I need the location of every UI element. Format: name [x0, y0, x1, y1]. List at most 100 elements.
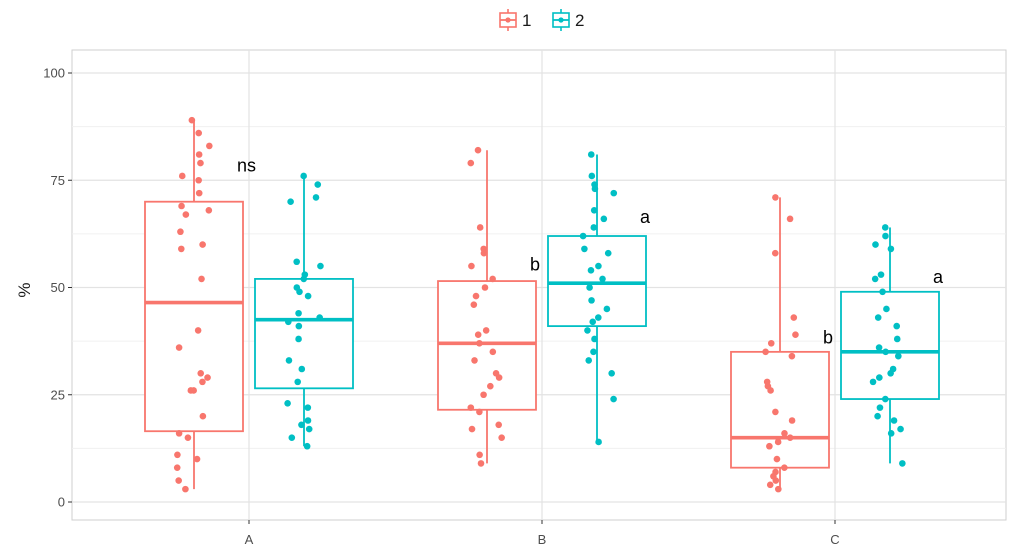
data-point [312, 194, 320, 201]
y-axis: 0 25 50 75 100 [43, 66, 72, 510]
data-point [766, 481, 774, 489]
data-point [182, 211, 190, 218]
data-point [874, 412, 881, 420]
box-body [254, 278, 354, 390]
significance-label: b [530, 254, 540, 274]
y-tick-label: 0 [58, 495, 65, 510]
data-point [774, 438, 782, 446]
significance-label: a [640, 207, 651, 227]
data-point [872, 241, 879, 248]
significance-label: a [933, 267, 944, 287]
data-point [498, 434, 505, 441]
data-point [197, 159, 204, 167]
data-point [579, 232, 587, 240]
data-point [781, 464, 788, 471]
box-body [730, 350, 830, 469]
x-tick-label: A [245, 532, 254, 547]
x-tick-label: C [830, 532, 839, 547]
data-point [772, 477, 780, 484]
data-point [288, 434, 296, 441]
data-point [895, 352, 902, 360]
data-point [314, 181, 322, 188]
data-point [788, 417, 796, 424]
data-point [178, 172, 186, 180]
data-point [883, 305, 890, 313]
data-point [762, 348, 769, 356]
data-point [767, 387, 774, 394]
data-point [887, 245, 895, 253]
data-point [610, 395, 617, 403]
box-series-1-C [730, 197, 830, 490]
data-point [489, 348, 497, 356]
data-point [177, 228, 184, 236]
data-point [591, 335, 598, 343]
data-point [869, 378, 877, 386]
data-point [195, 176, 202, 184]
data-point [893, 335, 901, 343]
data-point [489, 275, 496, 283]
data-point [198, 275, 205, 283]
data-point [298, 365, 306, 373]
data-point [482, 327, 490, 334]
data-point [474, 146, 482, 154]
data-point [195, 151, 203, 158]
legend-label: 2 [575, 11, 584, 30]
data-point [294, 378, 302, 386]
data-point [476, 408, 483, 416]
box-series-1-B [437, 150, 537, 464]
box-body [547, 235, 647, 328]
y-tick-label: 100 [43, 66, 65, 81]
data-point [585, 357, 593, 364]
box-series-2-C [840, 227, 940, 464]
data-point [285, 318, 292, 326]
data-point [788, 352, 796, 360]
data-point [771, 249, 779, 257]
data-point [792, 331, 799, 338]
data-point [590, 206, 598, 214]
data-point [587, 267, 595, 274]
legend-item-1: 1 [499, 9, 531, 31]
data-point [477, 460, 485, 467]
data-point [772, 194, 779, 201]
y-axis-title: % [15, 282, 34, 297]
data-point [610, 189, 618, 197]
data-point [786, 215, 794, 223]
legend-item-2: 2 [552, 9, 584, 31]
data-point [877, 271, 885, 278]
data-point [590, 224, 598, 231]
data-point [199, 378, 206, 386]
data-point [190, 387, 197, 394]
data-point [581, 245, 588, 253]
data-point [588, 172, 596, 180]
data-point [599, 275, 606, 283]
data-point [874, 314, 882, 321]
data-point [296, 288, 303, 296]
box-series-2-B [547, 154, 647, 442]
data-point [495, 374, 503, 381]
points-layer [173, 116, 906, 493]
data-point [182, 485, 189, 493]
data-point [300, 172, 307, 180]
data-point [608, 370, 615, 377]
data-point [480, 391, 487, 399]
legend-key-point [505, 17, 511, 23]
data-point [781, 430, 788, 437]
data-point [586, 284, 593, 291]
data-point [590, 348, 597, 356]
data-point [890, 417, 898, 424]
data-point [304, 292, 312, 300]
x-axis: A B C [245, 520, 840, 547]
data-point [305, 425, 313, 433]
data-point [175, 430, 183, 437]
data-point [287, 198, 294, 205]
box-body [840, 290, 940, 400]
data-point [603, 305, 611, 313]
data-point [293, 258, 300, 266]
data-point [184, 434, 192, 441]
data-point [178, 202, 185, 210]
data-point [474, 331, 482, 338]
data-point [893, 322, 901, 330]
data-point [204, 374, 211, 381]
